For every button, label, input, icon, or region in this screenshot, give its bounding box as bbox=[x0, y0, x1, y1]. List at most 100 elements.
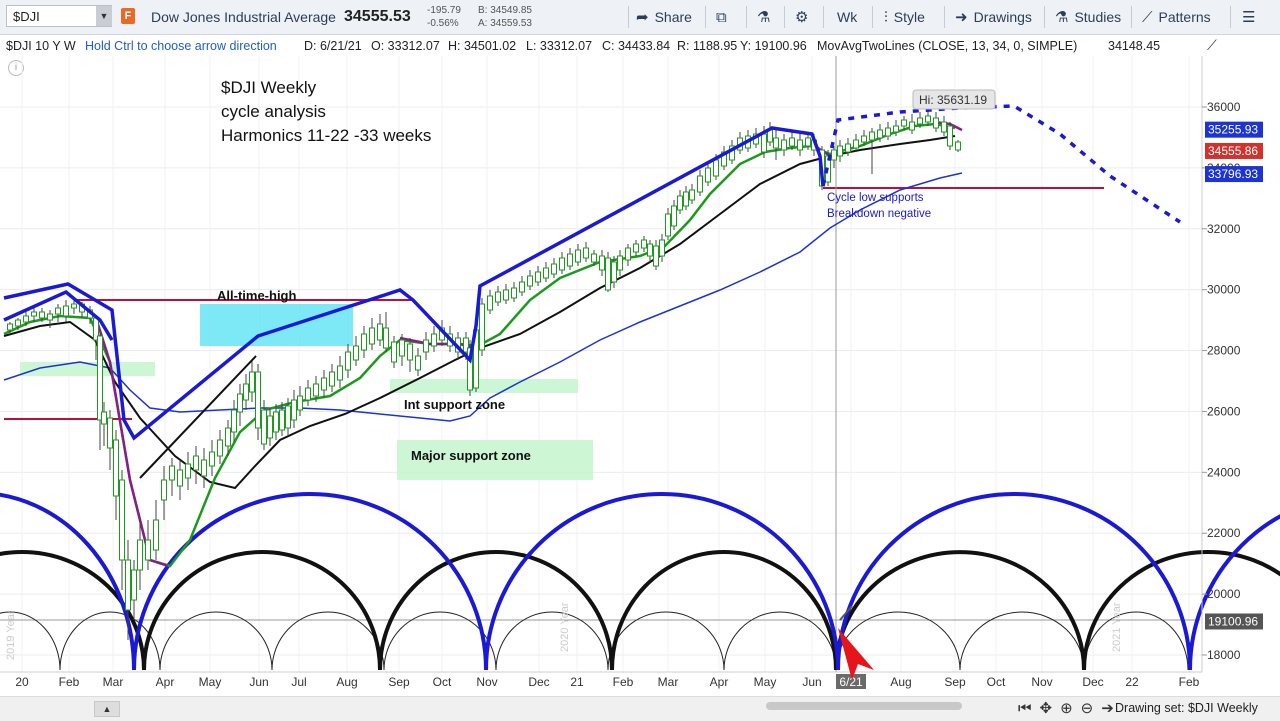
candle-body bbox=[337, 365, 343, 381]
pan-icon[interactable]: ✥ bbox=[1039, 700, 1053, 717]
list-menu-icon: ☰ bbox=[1242, 9, 1256, 26]
x-tick-label: Oct bbox=[433, 675, 452, 689]
price-tag-box bbox=[1205, 121, 1263, 138]
price-tag-label: 19100.96 bbox=[1208, 614, 1258, 628]
title-line-1: $DJI Weekly bbox=[221, 78, 317, 97]
candle-body bbox=[237, 393, 243, 413]
timeframe-button[interactable]: Wk bbox=[837, 0, 857, 34]
studies-button[interactable]: ⚗ Studies bbox=[1055, 0, 1121, 34]
candle-body bbox=[947, 125, 953, 147]
candle-body bbox=[647, 243, 653, 257]
chart-settings-button[interactable]: ⧉ bbox=[716, 0, 727, 34]
divider bbox=[1044, 6, 1045, 28]
scroll-thumb[interactable] bbox=[766, 702, 962, 710]
last-price: 34555.53 bbox=[344, 8, 411, 25]
candle-body bbox=[495, 291, 501, 303]
share-button[interactable]: ➦ Share bbox=[636, 0, 692, 34]
cycle-note-1: Cycle low supports bbox=[827, 192, 924, 204]
bar-close: C: 34433.84 bbox=[602, 39, 671, 53]
candle-body bbox=[729, 145, 735, 161]
bar-date: D: 6/21/21 bbox=[304, 39, 362, 53]
candle-body bbox=[273, 411, 279, 433]
lab-button[interactable]: ⚗ bbox=[757, 0, 770, 34]
candle-body bbox=[909, 121, 915, 131]
x-tick-label: Feb bbox=[1179, 675, 1200, 689]
gear-button[interactable]: ⚙ bbox=[795, 0, 808, 34]
drawing-set-label[interactable]: Drawing set: $DJI Weekly bbox=[1115, 701, 1258, 715]
candle-body bbox=[633, 243, 639, 253]
cycle-arcs-small bbox=[0, 611, 1189, 671]
x-tick-label: Oct bbox=[987, 675, 1006, 689]
candle-body bbox=[773, 137, 779, 149]
candle-body bbox=[267, 415, 273, 439]
cursor-y: Y: 19100.96 bbox=[740, 39, 807, 53]
candle-body bbox=[941, 121, 947, 133]
x-tick-label: Jun bbox=[802, 675, 821, 689]
candle-body bbox=[119, 479, 125, 561]
candle-body bbox=[605, 257, 611, 291]
style-button[interactable]: ⫶ Style bbox=[884, 0, 925, 34]
price-tag-box bbox=[1205, 142, 1263, 159]
candle-body bbox=[877, 129, 883, 139]
candle-body bbox=[559, 257, 565, 271]
fundamentals-icon[interactable]: F bbox=[121, 8, 135, 24]
ma-13-down-segment bbox=[94, 317, 169, 568]
drawings-button[interactable]: ➜ Drawings bbox=[955, 0, 1032, 34]
candle-body bbox=[933, 117, 939, 129]
zoom-out-icon[interactable]: ⊖ bbox=[1080, 700, 1094, 717]
info-icon[interactable]: i bbox=[8, 60, 24, 76]
candle-body bbox=[467, 347, 473, 391]
candle-body bbox=[781, 139, 787, 151]
candle-body bbox=[153, 519, 159, 551]
candle-body bbox=[837, 145, 843, 157]
scroll-right-icon[interactable]: ➔ bbox=[1101, 700, 1114, 717]
candle-body bbox=[297, 395, 303, 411]
title-line-3: Harmonics 11-22 -33 weeks bbox=[221, 126, 431, 145]
scroll-left-icon[interactable]: ⏮ bbox=[1018, 699, 1032, 717]
candle-body bbox=[535, 271, 541, 283]
channel-lower bbox=[3, 289, 114, 341]
bar-range: R: 1188.95 bbox=[677, 39, 738, 53]
candle-body bbox=[519, 281, 525, 293]
candle-body bbox=[591, 253, 597, 263]
candle-body bbox=[527, 275, 533, 287]
y-axis: 3600034000320003000028000260002400022000… bbox=[1202, 100, 1241, 662]
menu-button[interactable]: ☰ bbox=[1242, 0, 1255, 34]
divider bbox=[784, 6, 785, 28]
candle-body bbox=[169, 465, 175, 481]
patterns-button[interactable]: ⟋ Patterns bbox=[1142, 0, 1211, 34]
candle-body bbox=[177, 469, 183, 487]
study-value: 34148.45 bbox=[1108, 39, 1161, 53]
chart-scrollbar[interactable]: ▲ ⏮ ✥ ⊕ ⊖ ➔ Drawing set: $DJI Weekly bbox=[0, 696, 1280, 721]
price-tag-label: 35255.93 bbox=[1208, 123, 1258, 137]
y-tick-label: 36000 bbox=[1207, 100, 1241, 114]
chart-tools-icon[interactable]: ⟋ bbox=[1207, 37, 1217, 53]
candle-body bbox=[63, 305, 69, 317]
candle-body bbox=[39, 311, 45, 319]
candle-body bbox=[415, 355, 421, 371]
candle-body bbox=[479, 303, 485, 351]
flask-icon: ⚗ bbox=[1055, 9, 1069, 26]
major-support-label: Major support zone bbox=[411, 448, 531, 463]
arrow-right-icon: ➜ bbox=[955, 9, 968, 26]
zoom-in-icon[interactable]: ⊕ bbox=[1060, 700, 1073, 717]
candle-body bbox=[55, 307, 61, 315]
price-chart[interactable]: $DJI Weekly cycle analysis Harmonics 11-… bbox=[0, 56, 1280, 696]
candle-body bbox=[23, 315, 29, 323]
x-tick-label: Dec bbox=[1082, 675, 1103, 689]
candle-body bbox=[305, 387, 311, 401]
symbol-input[interactable]: $DJI bbox=[6, 5, 112, 27]
gear-icon: ⚙ bbox=[795, 9, 809, 26]
candle-body bbox=[917, 117, 923, 125]
scroll-handle-left[interactable]: ▲ bbox=[94, 701, 120, 717]
candle-body bbox=[671, 205, 677, 227]
x-tick-label: Feb bbox=[59, 675, 80, 689]
candle-body bbox=[641, 239, 647, 249]
divider bbox=[1230, 6, 1231, 28]
bar-high: H: 34501.02 bbox=[448, 39, 517, 53]
candle-body bbox=[329, 371, 335, 387]
share-icon: ➦ bbox=[636, 9, 649, 26]
candle-body bbox=[193, 455, 199, 471]
symbol-dropdown-button[interactable]: ▼ bbox=[96, 6, 112, 26]
candle-body bbox=[543, 267, 549, 279]
